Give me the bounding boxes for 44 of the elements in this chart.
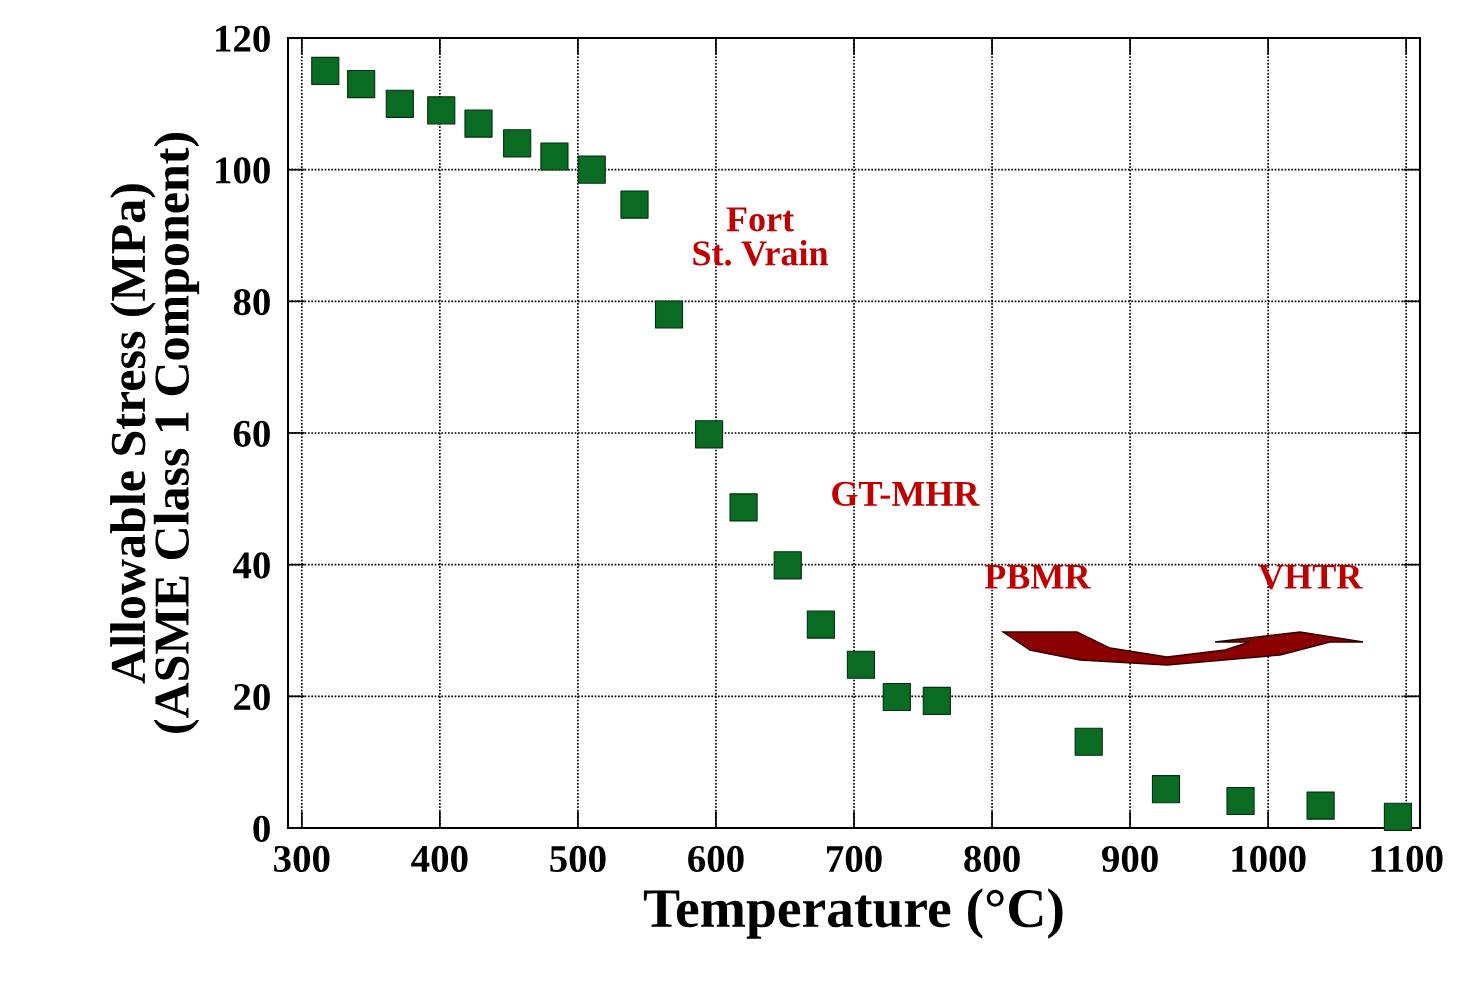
point bbox=[620, 190, 649, 219]
x-tick-label: 500 bbox=[550, 845, 606, 873]
point bbox=[385, 89, 414, 118]
point bbox=[773, 551, 802, 580]
x-axis-title: Temperature (°C) bbox=[643, 888, 1063, 939]
point bbox=[1074, 727, 1103, 756]
point bbox=[806, 610, 835, 639]
point bbox=[311, 56, 340, 86]
point bbox=[694, 420, 724, 449]
point bbox=[540, 142, 569, 171]
point bbox=[464, 109, 493, 138]
x-tick-label: 900 bbox=[1101, 845, 1158, 873]
x-tick-label: 300 bbox=[274, 845, 330, 873]
y-tick-label: 120 bbox=[216, 25, 270, 52]
point bbox=[729, 493, 758, 522]
point bbox=[503, 129, 532, 158]
annotation: GT-MHR bbox=[832, 481, 980, 507]
y-tick-label: 0 bbox=[253, 815, 270, 842]
point bbox=[882, 682, 911, 712]
y-tick-label: 40 bbox=[232, 552, 270, 579]
annotation: PBMR bbox=[984, 564, 1091, 589]
point bbox=[347, 69, 376, 99]
x-tick-label: 400 bbox=[411, 845, 468, 873]
y-axis-title: Allowable Stress (MPa) (ASME Class 1 Component) bbox=[110, 133, 200, 733]
point bbox=[427, 96, 456, 125]
y-tick-label: 60 bbox=[233, 420, 270, 447]
y-tick-label: 80 bbox=[233, 288, 270, 316]
x-tick-label: 700 bbox=[827, 845, 882, 873]
point bbox=[1151, 775, 1181, 804]
annotation: Fort St. Vrain bbox=[693, 207, 829, 266]
y-tick-label: 20 bbox=[234, 683, 270, 711]
point bbox=[1226, 786, 1255, 816]
point bbox=[577, 155, 606, 184]
x-tick-label: 800 bbox=[964, 845, 1020, 873]
y-tick-label: 100 bbox=[216, 157, 270, 184]
annotation: VHTR bbox=[1258, 564, 1363, 590]
point bbox=[1383, 802, 1413, 831]
point bbox=[1306, 791, 1335, 820]
point bbox=[654, 300, 684, 329]
x-tick-label: 600 bbox=[688, 845, 744, 873]
point bbox=[846, 650, 875, 679]
x-tick-label: 1000 bbox=[1232, 845, 1306, 873]
point bbox=[922, 686, 951, 716]
x-tick-label: 1100 bbox=[1371, 845, 1443, 873]
